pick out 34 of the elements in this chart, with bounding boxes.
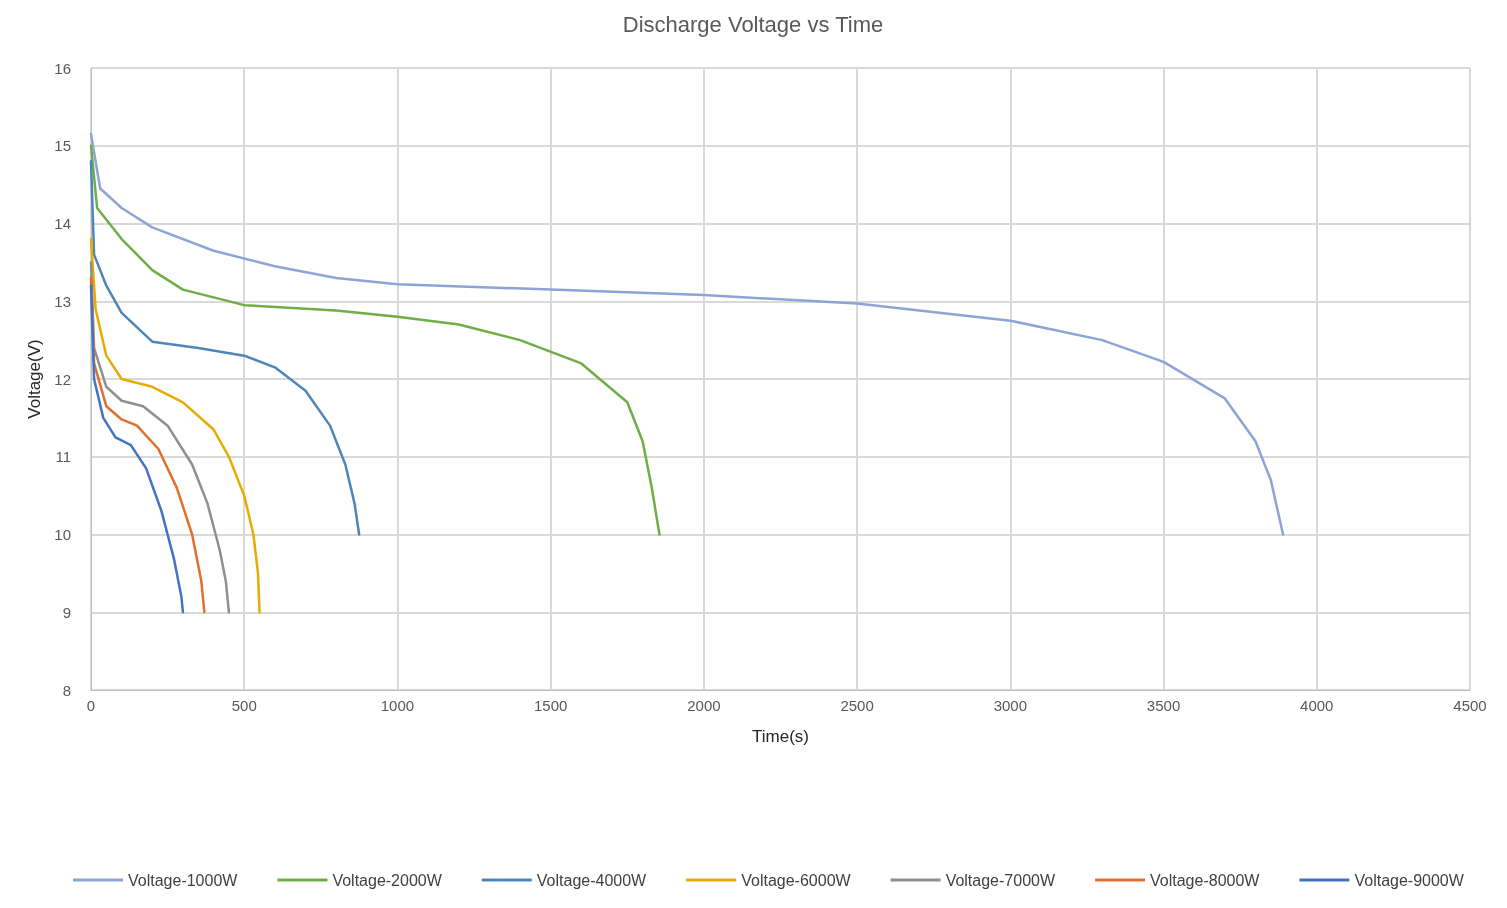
y-tick-label: 12	[54, 370, 71, 388]
y-tick-label: 13	[54, 292, 71, 310]
line-series	[89, 284, 185, 614]
legend-label: Voltage-7000W	[945, 871, 1056, 889]
y-tick-label: 14	[54, 215, 71, 232]
x-tick-label: 4500	[1453, 697, 1487, 714]
line-series	[89, 144, 661, 536]
x-tick-label: 3000	[993, 697, 1028, 714]
legend-label: Voltage-4000W	[536, 871, 648, 889]
x-tick-label: 2500	[840, 697, 874, 714]
legend-label: Voltage-6000W	[741, 871, 852, 889]
y-axis-title: Voltage(V)	[25, 339, 45, 419]
x-tick-label: 1000	[380, 697, 415, 714]
chart-title: Discharge Voltage vs Time	[622, 11, 884, 37]
x-tick-label: 4000	[1300, 697, 1334, 714]
line-series	[89, 160, 361, 536]
x-tick-label: 500	[231, 697, 257, 714]
legend-label: Voltage-9000W	[1354, 871, 1465, 889]
line-series	[89, 132, 1285, 536]
x-tick-label: 1500	[533, 697, 568, 714]
x-tick-label: 2000	[687, 697, 721, 714]
legend-label: Voltage-1000W	[128, 871, 239, 889]
line-series	[89, 237, 261, 614]
y-tick-label: 8	[62, 681, 71, 699]
legend-label: Voltage-8000W	[1150, 871, 1261, 889]
legend-label: Voltage-2000W	[332, 871, 443, 889]
x-axis-title: Time(s)	[752, 727, 809, 746]
y-tick-label: 9	[62, 603, 71, 621]
y-tick-label: 16	[54, 59, 71, 77]
x-tick-label: 0	[86, 697, 96, 714]
y-tick-label: 10	[54, 526, 71, 543]
y-tick-label: 15	[54, 137, 71, 155]
x-tick-label: 3500	[1146, 697, 1181, 714]
y-tick-label: 11	[55, 448, 71, 466]
